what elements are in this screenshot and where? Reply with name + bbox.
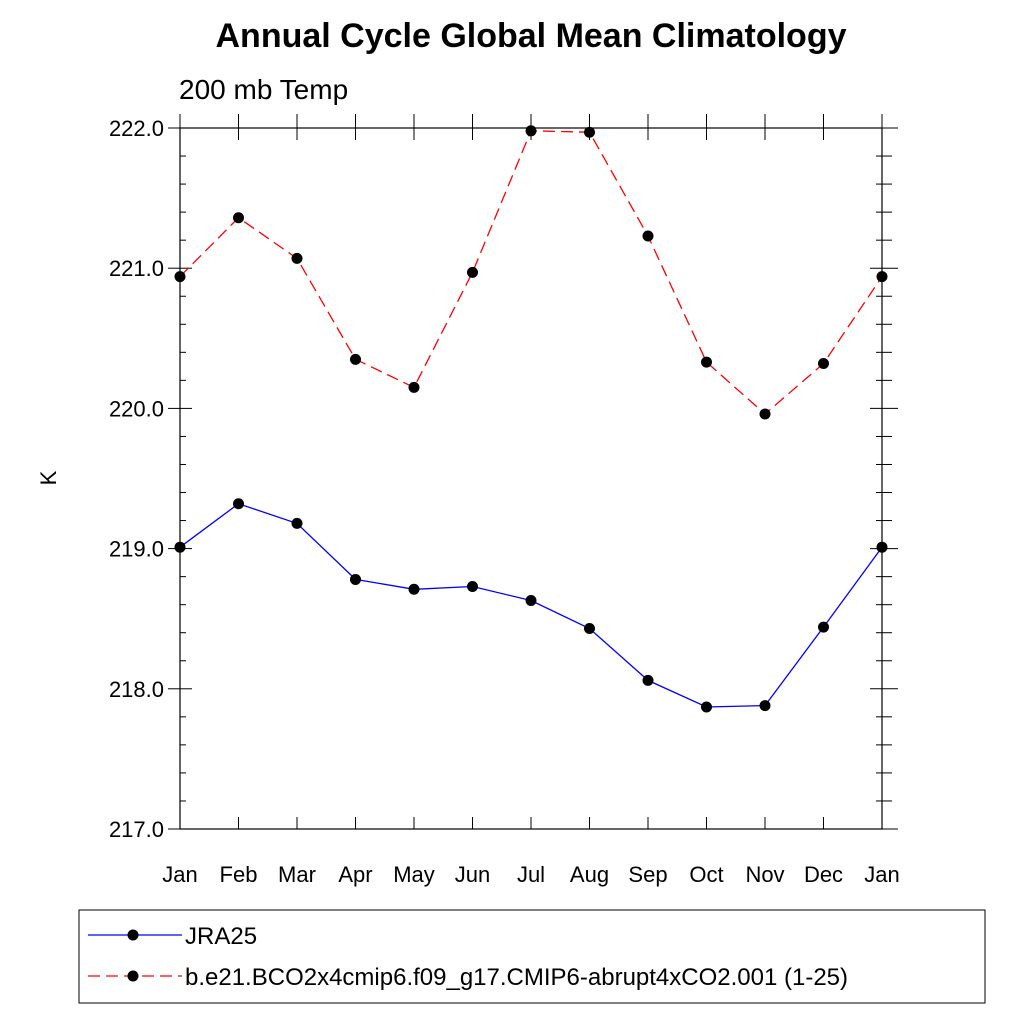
series-1-point (408, 583, 420, 595)
series-layer (174, 125, 888, 713)
series-1-point (350, 573, 361, 585)
series-1-point (584, 623, 595, 635)
series-2-point (408, 381, 420, 393)
axis-ticks (168, 114, 898, 830)
series-2-point (759, 408, 771, 420)
legend-label-2: b.e21.BCO2x4cmip6.f09_g17.CMIP6-abrupt4x… (185, 964, 848, 991)
legend: JRA25 b.e21.BCO2x4cmip6.f09_g17.CMIP6-ab… (78, 909, 986, 1004)
series-2-point (701, 356, 712, 368)
series-1-point (233, 498, 244, 510)
x-tick-label: Feb (220, 862, 258, 887)
legend-marker-2 (127, 970, 139, 982)
x-tick-label: Aug (570, 862, 609, 887)
x-tick-label: Jan (162, 862, 197, 887)
series-2-point (818, 358, 829, 370)
series-2-point (174, 271, 186, 283)
series-2-point (642, 230, 654, 242)
series-2-point (467, 266, 478, 278)
x-tick-label: Mar (278, 862, 316, 887)
x-tick-label: Jul (517, 862, 545, 887)
y-tick-label: 220.0 (109, 396, 164, 421)
y-tick-labels: 217.0 218.0 219.0 220.0 221.0 222.0 (109, 116, 164, 842)
series-1-point (291, 517, 303, 529)
series-2-point (291, 252, 303, 264)
y-axis-label: K (36, 470, 61, 485)
plot-frame (179, 127, 883, 830)
x-tick-label: Nov (745, 862, 784, 887)
y-tick-label: 217.0 (109, 817, 164, 842)
y-tick-label: 222.0 (109, 116, 164, 141)
series-2-point (233, 212, 244, 224)
series-1-point (525, 594, 537, 606)
series-2-point (876, 271, 888, 283)
legend-label-1: JRA25 (185, 923, 257, 950)
series-1-point (701, 701, 712, 713)
series-2-point (584, 126, 595, 138)
legend-entry-1: JRA25 (88, 923, 257, 950)
series-2-point (350, 353, 361, 365)
x-tick-label: Jan (864, 862, 899, 887)
series-1-point (759, 700, 771, 712)
chart-title: Annual Cycle Global Mean Climatology (216, 17, 847, 55)
legend-entry-2: b.e21.BCO2x4cmip6.f09_g17.CMIP6-abrupt4x… (88, 964, 848, 991)
x-tick-labels: Jan Feb Mar Apr May Jun Jul Aug Sep Oct Nov Dec Jan (162, 862, 899, 887)
series-line-2 (179, 130, 883, 415)
y-tick-label: 219.0 (109, 537, 164, 562)
x-tick-label: Apr (338, 862, 372, 887)
x-tick-label: Jun (455, 862, 490, 887)
x-tick-label: Dec (804, 862, 843, 887)
x-tick-label: Oct (689, 862, 723, 887)
series-1-point (818, 621, 829, 633)
x-tick-label: Sep (628, 862, 667, 887)
legend-box (78, 909, 986, 1004)
series-1-point (174, 541, 186, 553)
y-tick-label: 218.0 (109, 677, 164, 702)
chart-subtitle: 200 mb Temp (179, 74, 348, 105)
y-tick-label: 221.0 (109, 256, 164, 281)
series-2-point (525, 125, 537, 137)
x-tick-label: May (393, 862, 435, 887)
series-1-point (876, 541, 888, 553)
series-1-point (642, 674, 654, 686)
legend-marker-1 (127, 929, 139, 941)
series-1-point (467, 580, 478, 592)
